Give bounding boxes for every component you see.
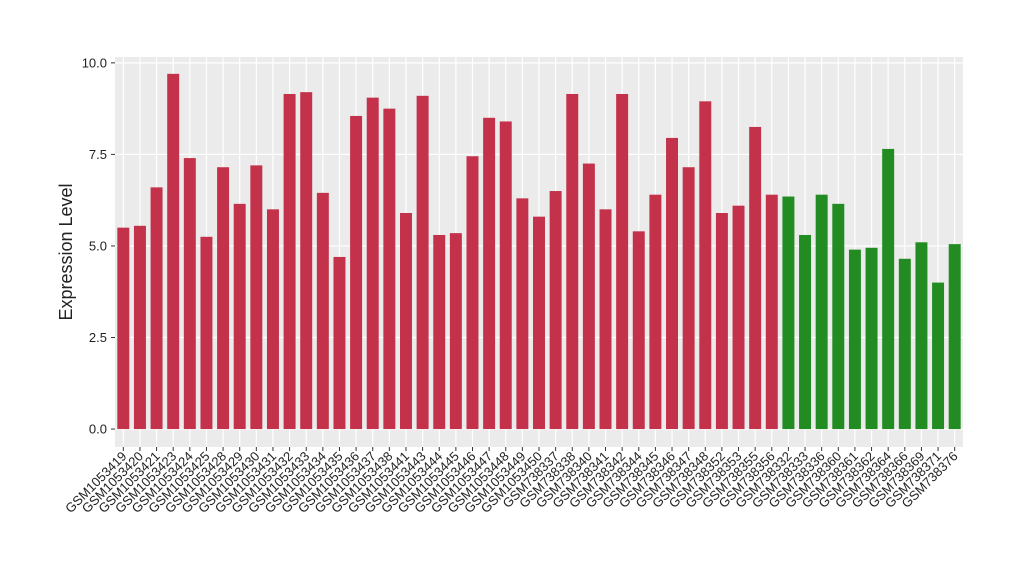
bar	[466, 156, 479, 430]
bar	[632, 231, 645, 430]
y-tick-label: 7.5	[89, 147, 107, 162]
bar	[865, 247, 878, 430]
bar	[200, 236, 213, 430]
bar	[217, 167, 230, 430]
bar	[350, 115, 363, 430]
bar	[699, 101, 712, 430]
y-tick-label: 0.0	[89, 422, 107, 437]
bar	[233, 203, 246, 430]
bar	[915, 242, 928, 430]
bar	[749, 126, 762, 430]
bar	[250, 165, 263, 430]
bar	[616, 93, 629, 430]
bar	[433, 234, 446, 430]
bar	[566, 93, 579, 430]
bar	[150, 187, 163, 430]
bar	[133, 225, 146, 430]
bar	[266, 209, 279, 430]
bar	[117, 227, 130, 430]
bar	[848, 249, 861, 430]
bar	[948, 244, 961, 430]
y-tick-label: 10.0	[82, 55, 107, 70]
bar	[715, 213, 728, 430]
y-tick-label: 5.0	[89, 238, 107, 253]
bar	[533, 216, 545, 430]
bar	[782, 196, 795, 430]
bar	[316, 192, 329, 430]
bar	[283, 93, 296, 430]
bar	[499, 121, 512, 430]
bar	[333, 256, 346, 430]
bar	[582, 163, 595, 430]
bar	[815, 194, 828, 430]
bar	[599, 209, 612, 430]
bar	[300, 92, 313, 430]
bar	[366, 97, 379, 430]
bar	[932, 282, 945, 430]
bar	[449, 233, 462, 430]
y-axis-title: Expression Level	[56, 183, 76, 320]
bar	[516, 198, 529, 430]
bar	[832, 203, 845, 430]
bar	[765, 194, 778, 430]
bar	[183, 158, 196, 430]
bar	[416, 95, 429, 430]
bar	[549, 191, 562, 430]
y-tick-label: 2.5	[89, 330, 107, 345]
bar	[167, 73, 180, 430]
bar	[399, 213, 412, 430]
bar	[732, 205, 745, 430]
bar	[882, 148, 895, 430]
bar	[682, 167, 695, 430]
bar	[898, 258, 911, 430]
bar	[649, 194, 662, 430]
bar	[483, 117, 496, 430]
bar	[383, 108, 396, 430]
bar	[799, 234, 812, 430]
bar	[666, 137, 679, 430]
